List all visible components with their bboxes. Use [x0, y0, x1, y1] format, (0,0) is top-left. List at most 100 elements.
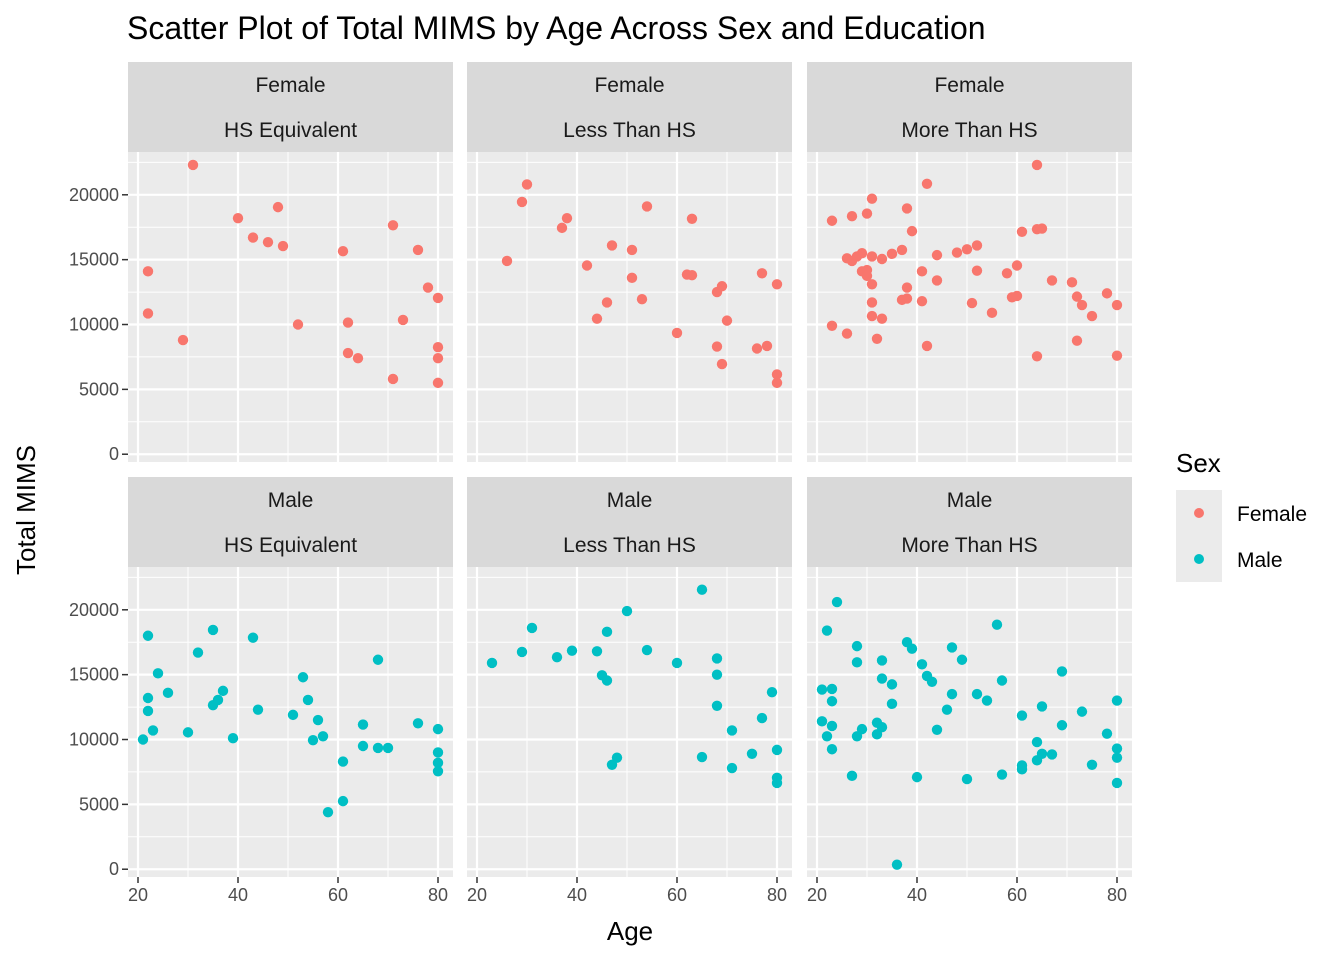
data-point	[262, 236, 274, 248]
data-point	[846, 770, 858, 782]
data-point	[601, 297, 613, 308]
facet-strip	[467, 62, 792, 152]
data-point	[771, 279, 783, 290]
data-point	[821, 625, 833, 636]
data-point	[901, 293, 913, 304]
data-point	[906, 225, 918, 237]
data-point	[826, 683, 838, 695]
data-point	[272, 201, 284, 213]
data-point	[876, 313, 888, 324]
data-point	[1056, 720, 1068, 731]
data-point	[1111, 777, 1123, 789]
data-point	[1016, 226, 1028, 237]
data-point	[337, 795, 349, 807]
data-point	[337, 756, 349, 767]
x-tick-label: 80	[1107, 885, 1127, 905]
y-tick-label: 15000	[69, 665, 119, 685]
x-tick-label: 40	[228, 885, 248, 905]
data-point	[516, 646, 528, 658]
data-point	[142, 705, 154, 717]
y-tick-label: 20000	[69, 600, 119, 620]
data-point	[551, 651, 563, 663]
data-point	[247, 632, 259, 643]
data-point	[1101, 728, 1113, 739]
data-point	[142, 266, 154, 277]
data-point	[486, 657, 498, 669]
data-point	[686, 213, 698, 224]
data-point	[876, 721, 888, 733]
data-point	[501, 255, 513, 267]
data-point	[771, 377, 783, 389]
x-tick-label: 80	[767, 885, 787, 905]
data-point	[711, 700, 723, 711]
data-point	[621, 605, 633, 617]
data-point	[856, 247, 868, 259]
data-point	[247, 232, 259, 243]
data-point	[966, 297, 978, 309]
legend-marker-female	[1194, 508, 1204, 518]
data-point	[971, 688, 983, 700]
data-point	[901, 203, 913, 214]
y-tick-label: 10000	[69, 730, 119, 750]
data-point	[766, 686, 778, 698]
data-point	[322, 806, 334, 818]
data-point	[432, 757, 444, 769]
data-point	[866, 279, 878, 290]
facet-strip-sex: Male	[268, 489, 314, 512]
data-point	[581, 260, 593, 271]
data-point	[711, 341, 723, 352]
data-point	[636, 294, 648, 305]
data-point	[726, 725, 738, 736]
data-point	[901, 282, 913, 293]
data-point	[696, 751, 708, 763]
facet-strip	[128, 62, 453, 152]
y-tick-label: 0	[109, 444, 119, 464]
data-point	[1111, 350, 1123, 361]
data-point	[432, 292, 444, 304]
data-point	[342, 347, 354, 359]
data-point	[866, 310, 878, 322]
data-point	[716, 281, 728, 292]
y-tick-label: 5000	[79, 794, 119, 814]
data-point	[1011, 260, 1023, 271]
y-tick-label: 5000	[79, 379, 119, 399]
data-point	[876, 673, 888, 684]
data-point	[641, 644, 653, 656]
data-point	[981, 695, 993, 706]
data-point	[1046, 275, 1058, 286]
data-point	[1046, 749, 1058, 760]
data-point	[1036, 748, 1048, 759]
data-point	[252, 704, 264, 715]
data-point	[946, 642, 958, 653]
data-point	[521, 179, 533, 190]
data-point	[1111, 299, 1123, 311]
data-point	[846, 211, 858, 222]
data-point	[641, 201, 653, 212]
data-point	[387, 220, 399, 231]
data-point	[1111, 695, 1123, 706]
data-point	[986, 307, 998, 319]
data-point	[961, 773, 973, 785]
data-point	[696, 584, 708, 595]
data-point	[686, 270, 698, 281]
data-point	[611, 752, 623, 763]
data-point	[921, 340, 933, 352]
data-point	[561, 212, 573, 224]
data-point	[831, 596, 843, 608]
data-point	[217, 685, 229, 697]
data-point	[996, 769, 1008, 780]
data-point	[382, 742, 394, 754]
data-point	[516, 196, 528, 208]
x-tick-label: 60	[1007, 885, 1027, 905]
facet-strip	[807, 477, 1132, 567]
y-axis-title: Total MIMS	[11, 445, 41, 575]
x-tick-label: 60	[667, 885, 687, 905]
facet-panel-background	[128, 567, 453, 877]
y-tick-label: 0	[109, 859, 119, 879]
facet-panel-male-hs-equivalent: Male HS Equivalent 0 5000 10000 15000 20000 20 4…	[69, 477, 453, 905]
data-point	[756, 712, 768, 724]
facet-panel-male-less-than-hs: Male Less Than HS 20 40 60 80	[467, 477, 792, 905]
data-point	[1111, 752, 1123, 763]
facet-strip	[807, 62, 1132, 152]
